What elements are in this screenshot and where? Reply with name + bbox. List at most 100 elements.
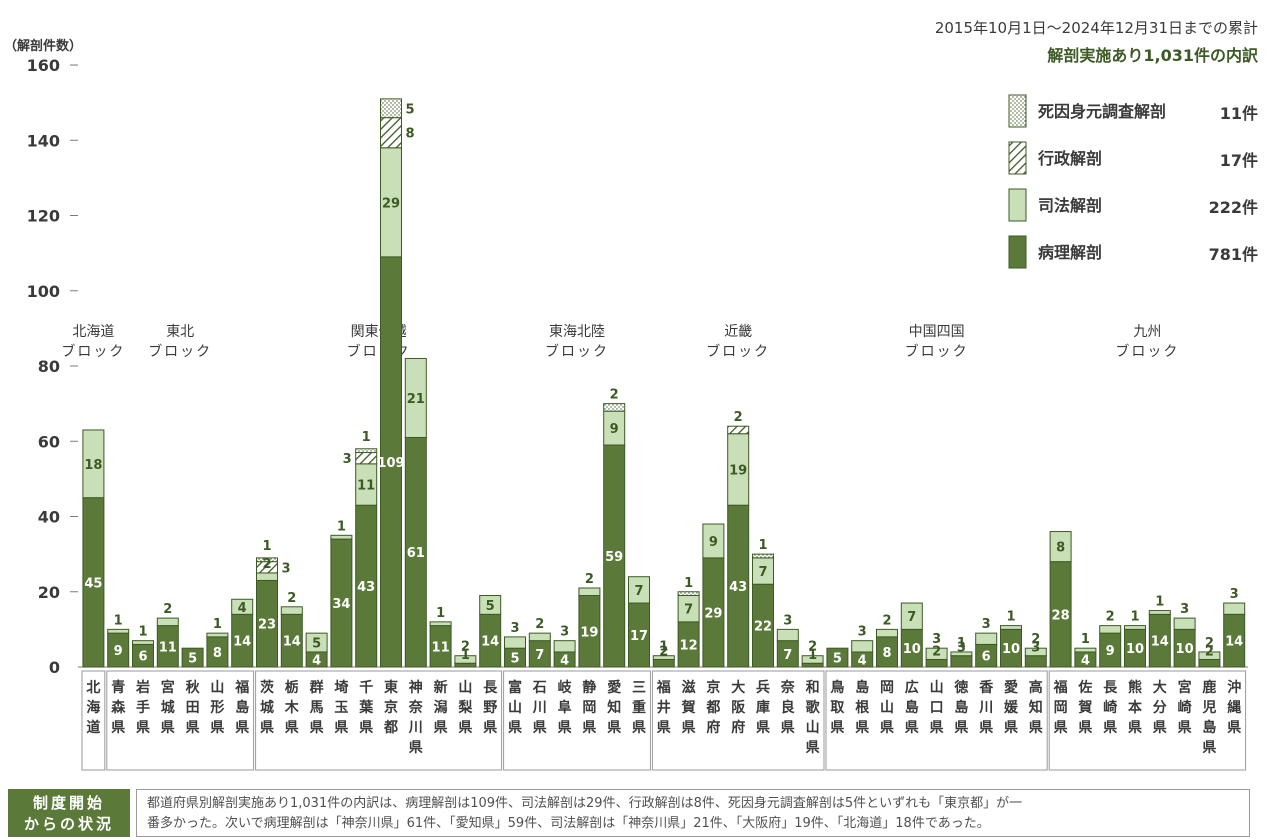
bar-value-label: 14 bbox=[1225, 635, 1243, 650]
bar-segment-shi bbox=[107, 628, 130, 634]
bar-value-label: 3 bbox=[932, 632, 941, 647]
category-label: 熊本県 bbox=[1128, 679, 1143, 736]
bar-value-label: 2 bbox=[1205, 636, 1214, 651]
bar-value-label: 43 bbox=[357, 580, 375, 595]
bar-value-label: 3 bbox=[1230, 587, 1239, 602]
footer-summary: 都道府県別解剖実施あり1,031件の内訳は、病理解剖は109件、司法解剖は29件… bbox=[136, 789, 1250, 837]
bar-岩手県: 61 bbox=[132, 625, 154, 668]
bar-value-label: 1 bbox=[213, 617, 222, 632]
bar-value-label: 7 bbox=[634, 584, 643, 599]
header-line-1: 2015年10月1日～2024年12月31日までの累計 bbox=[935, 19, 1258, 37]
bar-value-label: 1 bbox=[684, 576, 693, 591]
category-label: 岡山県 bbox=[880, 680, 894, 736]
bar-value-label: 7 bbox=[758, 565, 767, 580]
bar-segment-gyo bbox=[355, 452, 378, 465]
y-tick-label: 0 bbox=[49, 658, 60, 677]
bar-value-label: 7 bbox=[783, 648, 792, 663]
bar-value-label: 3 bbox=[560, 625, 569, 640]
bar-value-label: 3 bbox=[858, 625, 867, 640]
category-label: 岩手県 bbox=[135, 679, 150, 736]
bar-value-label: 4 bbox=[312, 653, 321, 668]
category-label: 鳥取県 bbox=[830, 679, 845, 736]
bar-segment-gyo bbox=[727, 425, 750, 435]
bar-福島県: 14 4 bbox=[231, 598, 254, 668]
bar-value-label: 1 bbox=[362, 430, 371, 445]
bar-鳥取県: 5 bbox=[826, 647, 849, 668]
bar-value-label: 14 bbox=[1151, 635, 1169, 650]
bar-value-label: 29 bbox=[704, 606, 722, 621]
bar-segment-shi bbox=[652, 655, 675, 660]
bar-宮崎県: 10 3 bbox=[1173, 602, 1196, 668]
category-label: 東京都 bbox=[383, 679, 398, 736]
legend-label: 司法解剖 bbox=[1038, 196, 1102, 215]
bar-value-label: 2 bbox=[932, 644, 941, 659]
bar-segment-shi bbox=[925, 647, 948, 660]
footer-text-line-1: 都道府県別解剖実施あり1,031件の内訳は、病理解剖は109件、司法解剖は29件… bbox=[147, 796, 1023, 811]
bar-value-label: 10 bbox=[1126, 642, 1144, 657]
bar-value-label: 17 bbox=[630, 629, 648, 644]
bar-福岡県: 28 8 bbox=[1049, 531, 1072, 668]
category-label: 鹿児島県 bbox=[1201, 679, 1216, 756]
bar-segment-shi bbox=[1024, 647, 1047, 657]
category-label: 福島県 bbox=[234, 679, 249, 736]
bar-愛媛県: 10 1 bbox=[1000, 610, 1022, 668]
bar-value-label: 1 bbox=[436, 606, 445, 621]
bar-segment-kon bbox=[603, 403, 626, 412]
bar-value-label: 11 bbox=[159, 640, 177, 655]
bar-segment-shi bbox=[231, 598, 254, 615]
category-label: 栃木県 bbox=[284, 679, 300, 736]
bar-segment-shi bbox=[206, 632, 229, 638]
bar-segment-shi bbox=[876, 628, 898, 638]
region-label-suffix: ブロック bbox=[1115, 343, 1179, 360]
region-block-frame bbox=[106, 670, 255, 771]
category-label: 秋田県 bbox=[186, 679, 201, 736]
bar-segment-shi bbox=[504, 636, 526, 649]
bar-segment-shi bbox=[553, 640, 576, 653]
bar-value-label: 2 bbox=[585, 572, 594, 587]
bar-佐賀県: 41 bbox=[1074, 632, 1097, 668]
bar-広島県: 10 7 bbox=[900, 602, 923, 668]
category-label: 山口県 bbox=[930, 680, 944, 736]
region-label-suffix: ブロック bbox=[905, 343, 969, 360]
bar-value-label: 2 bbox=[882, 613, 891, 628]
bar-山形県: 81 bbox=[206, 617, 229, 668]
bar-segment-kon bbox=[752, 553, 774, 559]
bar-value-label: 1 bbox=[1006, 610, 1015, 625]
category-label: 山梨県 bbox=[457, 680, 473, 736]
bar-value-label: 9 bbox=[1106, 644, 1115, 659]
bar-福井県: 21 bbox=[652, 640, 675, 668]
bar-segment-kon bbox=[677, 591, 700, 597]
legend-swatch-shi bbox=[1008, 188, 1027, 222]
bar-value-label: 9 bbox=[709, 535, 718, 550]
bar-value-label: 4 bbox=[238, 601, 247, 616]
category-label: 広島県 bbox=[905, 679, 919, 736]
bar-奈良県: 73 bbox=[776, 613, 799, 668]
bar-segment-byo bbox=[181, 647, 204, 668]
bar-秋田県: 5 bbox=[181, 647, 204, 668]
bar-value-label: 1 bbox=[337, 519, 346, 534]
region-block-frame bbox=[255, 670, 503, 771]
footer-badge: 制度開始 からの状況 bbox=[8, 789, 130, 837]
bar-segment-shi bbox=[1074, 647, 1097, 653]
bar-value-label: 1 bbox=[461, 648, 470, 663]
bar-segment-byo bbox=[925, 658, 948, 668]
legend-swatch-gyo bbox=[1008, 141, 1027, 175]
bar-value-label: 1 bbox=[1081, 632, 1090, 647]
y-tick-label: 120 bbox=[27, 207, 60, 226]
bar-value-label: 14 bbox=[283, 635, 301, 650]
header-line-2: 解剖実施あり1,031件の内訳 bbox=[1047, 46, 1259, 65]
bar-value-label: 3 bbox=[510, 621, 519, 636]
bar-徳島県: 31 bbox=[950, 636, 973, 668]
bar-value-label: 21 bbox=[407, 392, 425, 407]
legend-swatch-byo bbox=[1008, 235, 1027, 269]
category-label: 宮城県 bbox=[161, 679, 175, 736]
bar-segment-shi bbox=[900, 602, 923, 630]
category-label: 長野県 bbox=[483, 680, 498, 736]
bar-栃木県: 14 2 bbox=[280, 591, 303, 668]
bar-value-label: 4 bbox=[858, 653, 867, 668]
bar-新潟県: 111 bbox=[429, 606, 452, 668]
region-label-suffix: ブロック bbox=[61, 343, 125, 360]
legend-total: 222件 bbox=[1209, 198, 1258, 217]
legend-total: 11件 bbox=[1220, 104, 1258, 123]
